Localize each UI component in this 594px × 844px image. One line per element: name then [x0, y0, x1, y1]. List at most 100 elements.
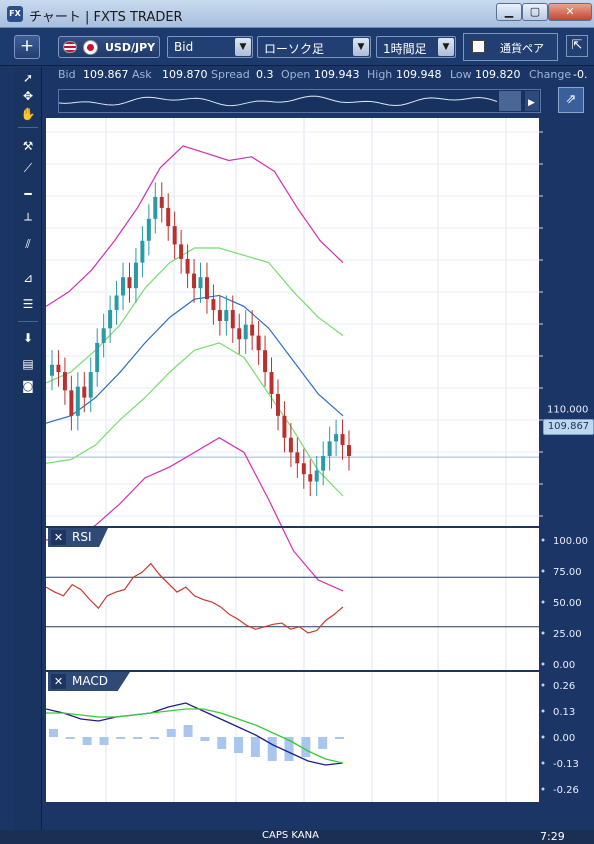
bb-mid-lower-line — [46, 342, 344, 497]
signal-line — [46, 708, 344, 764]
chart-type-value: ローソク足 — [264, 42, 325, 56]
rsi-axis-tick — [541, 569, 545, 573]
currency-pair-label: USD/JPY — [105, 41, 156, 54]
macd-histogram-bar — [133, 737, 143, 739]
scroll-right-button[interactable] — [525, 91, 539, 111]
rsi-axis-label: 75.00 — [553, 567, 582, 578]
price-type-select[interactable]: Bid ▼ — [167, 36, 253, 58]
hammer-icon[interactable]: ⚒ — [22, 139, 34, 153]
fan-lines-icon[interactable]: ⊿ — [22, 271, 34, 285]
add-chart-button[interactable]: + — [14, 35, 40, 59]
candle-body — [334, 434, 339, 442]
candle-body — [146, 218, 151, 241]
candle-body — [321, 455, 326, 471]
title-bar: FX チャート | FXTS TRADER ▁ ▢ ✕ — [0, 0, 594, 28]
pane-separator — [46, 670, 594, 672]
macd-axis-label: 0.13 — [553, 707, 575, 718]
drawing-tools: ➚ ✥ ✋ ⚒ ⟋ ━ ┴ ⫽ ⊿ ☰ ⬇ ▤ ◙ — [14, 67, 42, 837]
macd-histogram-bar — [49, 729, 58, 737]
camera-icon[interactable]: ◙ — [22, 379, 34, 393]
pointer-icon[interactable]: ➚ — [22, 71, 34, 85]
chart-area[interactable]: 12:0006-10 00:0012:0006-13 00:0012:0006-… — [46, 118, 594, 830]
candle-body — [347, 445, 351, 456]
quote-row: Bid 109.867 Ask 109.870 Spread 0.3 Open … — [46, 66, 594, 86]
currency-pair-button[interactable]: USD/JPY — [58, 36, 160, 58]
candle-body — [256, 335, 261, 351]
candle-body — [140, 240, 145, 263]
change-value: -0. — [573, 68, 588, 81]
high-value: 109.948 — [396, 68, 442, 81]
candle-body — [133, 262, 138, 289]
rsi-label: RSI — [72, 530, 92, 544]
currency-pair-checkbox[interactable] — [472, 40, 485, 53]
macd-histogram-bar — [200, 737, 210, 741]
change-label: Change — [529, 68, 572, 81]
candle-body — [172, 226, 177, 245]
candle-body — [153, 196, 158, 219]
rsi-axis-label: 100.00 — [553, 536, 588, 547]
divider — [18, 127, 38, 128]
macd-histogram-bar — [217, 737, 227, 749]
candle-body — [121, 277, 126, 296]
horizontal-line-icon[interactable]: ━ — [24, 187, 32, 201]
divider — [18, 321, 38, 322]
candle-body — [204, 277, 209, 300]
candle-body — [82, 386, 87, 398]
macd-histogram-bar — [267, 737, 277, 761]
period-value: 1時間足 — [383, 42, 427, 56]
bid-value: 109.867 — [83, 68, 129, 81]
macd-line — [46, 702, 344, 766]
candle-body — [269, 372, 274, 394]
close-icon[interactable]: ✕ — [51, 674, 66, 689]
macd-axis-tick — [541, 735, 545, 739]
macd-axis-tick — [541, 709, 545, 713]
candle-body — [69, 390, 74, 416]
currency-pair-toggle-label: 通貨ペア — [500, 42, 544, 55]
trendline-icon[interactable]: ⟋ — [23, 161, 33, 175]
high-label: High — [367, 68, 393, 81]
pane-separator — [46, 526, 594, 528]
currency-pair-toggle[interactable]: 通貨ペア — [463, 33, 558, 61]
crosshair-pointer-icon[interactable]: ✥ — [22, 89, 34, 103]
macd-axis-tick — [541, 683, 545, 687]
candle-body — [95, 342, 100, 373]
rsi-axis-label: 0.00 — [553, 660, 575, 671]
candle-body — [282, 415, 287, 438]
close-button[interactable]: ✕ — [548, 3, 592, 21]
macd-axis-label: -0.26 — [553, 785, 579, 796]
list-icon[interactable]: ▤ — [22, 357, 34, 371]
candle-body — [62, 372, 67, 391]
hand-icon[interactable]: ✋ — [20, 107, 36, 121]
ask-label: Ask — [132, 68, 152, 81]
candle-body — [75, 386, 80, 416]
chart-overview-navigator[interactable]: ▶ — [58, 89, 541, 113]
chart-toolbar: + USD/JPY Bid ▼ ローソク足 ▼ 1時間足 ▼ 通貨ペア ⇱ — [0, 28, 594, 66]
candle-body — [101, 328, 106, 343]
candle-body — [237, 328, 242, 340]
candle-body — [166, 207, 171, 227]
candle-body — [288, 437, 293, 453]
macd-histogram-bar — [82, 737, 92, 745]
detach-arrow-icon[interactable]: ⇱ — [566, 35, 588, 57]
parallel-lines-icon[interactable]: ⫽ — [25, 237, 31, 251]
fibonacci-icon[interactable]: ☰ — [22, 297, 34, 311]
bid-label: Bid — [58, 68, 76, 81]
candle-body — [308, 474, 313, 482]
candle-body — [301, 463, 306, 475]
close-icon[interactable]: ✕ — [51, 530, 66, 545]
app-icon: FX — [7, 6, 23, 22]
window-title: チャート | FXTS TRADER — [29, 10, 183, 25]
macd-histogram-bar — [183, 725, 193, 737]
scroll-latest-icon[interactable]: ⇗ — [558, 87, 584, 113]
macd-pane-tab: ✕ MACD — [48, 672, 130, 691]
candle-body — [340, 434, 345, 446]
period-select[interactable]: 1時間足 ▼ — [376, 36, 456, 58]
minimize-button[interactable]: ▁ — [496, 3, 522, 21]
download-arrow-icon[interactable]: ⬇ — [22, 331, 34, 345]
vertical-line-icon[interactable]: ┴ — [24, 213, 32, 227]
taskbar: CAPS KANA 7:29 — [0, 830, 594, 844]
candle-body — [217, 310, 222, 321]
chart-type-select[interactable]: ローソク足 ▼ — [257, 36, 371, 58]
maximize-button[interactable]: ▢ — [522, 3, 548, 21]
overview-window[interactable] — [499, 91, 521, 111]
